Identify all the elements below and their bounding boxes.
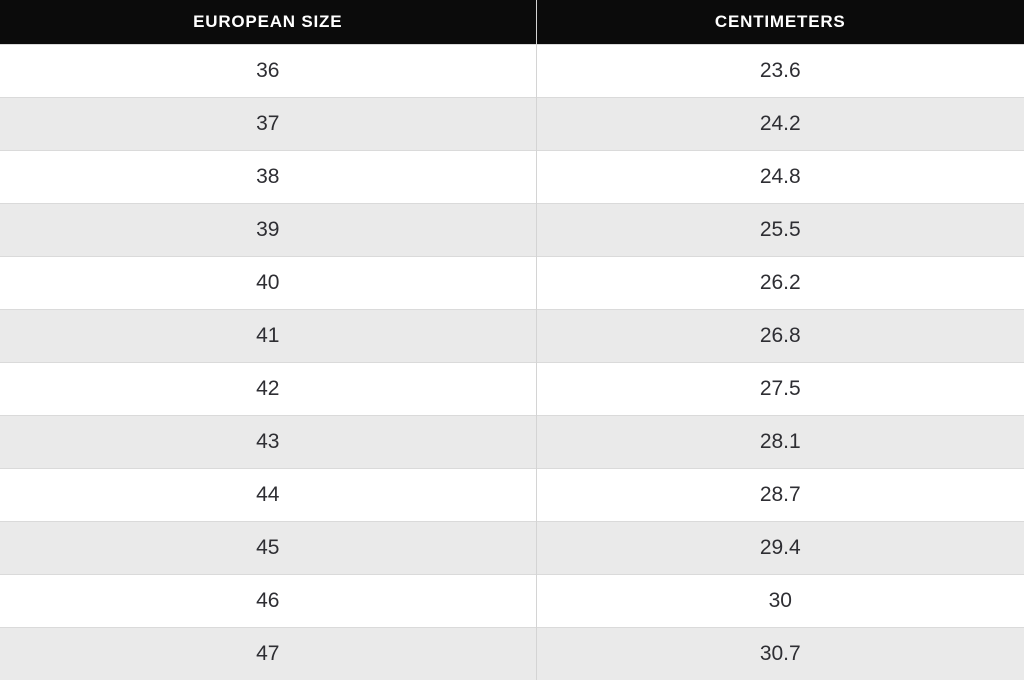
size-cell: 43 (0, 416, 536, 469)
size-cell: 39 (0, 204, 536, 257)
table-header: EUROPEAN SIZE CENTIMETERS (0, 0, 1024, 45)
cm-cell: 23.6 (536, 45, 1024, 98)
header-row: EUROPEAN SIZE CENTIMETERS (0, 0, 1024, 45)
cm-cell: 28.7 (536, 469, 1024, 522)
cm-cell: 26.2 (536, 257, 1024, 310)
cm-cell: 30.7 (536, 628, 1024, 680)
cm-cell: 27.5 (536, 363, 1024, 416)
cm-cell: 24.2 (536, 98, 1024, 151)
column-header-european-size: EUROPEAN SIZE (0, 0, 536, 45)
column-header-centimeters: CENTIMETERS (536, 0, 1024, 45)
size-cell: 36 (0, 45, 536, 98)
size-cell: 38 (0, 151, 536, 204)
size-cell: 45 (0, 522, 536, 575)
cm-cell: 29.4 (536, 522, 1024, 575)
size-cell: 42 (0, 363, 536, 416)
size-cell: 37 (0, 98, 536, 151)
cm-cell: 25.5 (536, 204, 1024, 257)
cm-cell: 26.8 (536, 310, 1024, 363)
cm-cell: 28.1 (536, 416, 1024, 469)
size-cell: 40 (0, 257, 536, 310)
size-cell: 47 (0, 628, 536, 680)
size-cell: 44 (0, 469, 536, 522)
cm-cell: 24.8 (536, 151, 1024, 204)
size-cell: 46 (0, 575, 536, 628)
cm-cell: 30 (536, 575, 1024, 628)
size-cell: 41 (0, 310, 536, 363)
